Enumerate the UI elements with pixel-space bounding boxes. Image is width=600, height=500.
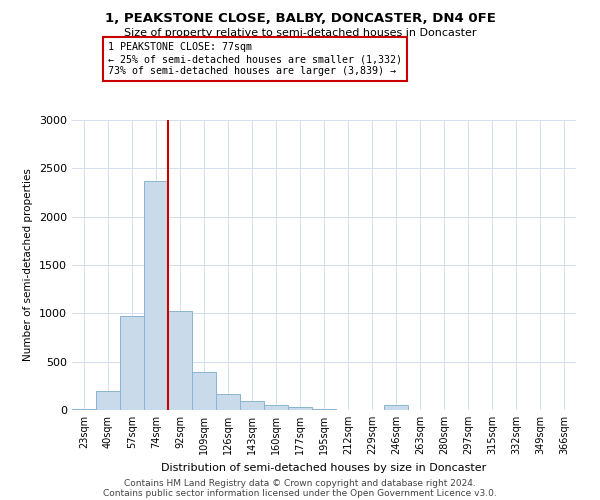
Text: Size of property relative to semi-detached houses in Doncaster: Size of property relative to semi-detach… [124,28,476,38]
Y-axis label: Number of semi-detached properties: Number of semi-detached properties [23,168,34,362]
X-axis label: Distribution of semi-detached houses by size in Doncaster: Distribution of semi-detached houses by … [161,462,487,472]
Bar [264,404,288,410]
Bar [288,407,312,410]
Text: Contains public sector information licensed under the Open Government Licence v3: Contains public sector information licen… [103,488,497,498]
Bar [192,372,216,410]
Bar [144,181,168,410]
Bar [240,402,264,410]
Text: 1, PEAKSTONE CLOSE, BALBY, DONCASTER, DN4 0FE: 1, PEAKSTONE CLOSE, BALBY, DONCASTER, DN… [104,12,496,26]
Bar [120,316,144,410]
Text: Contains HM Land Registry data © Crown copyright and database right 2024.: Contains HM Land Registry data © Crown c… [124,478,476,488]
Bar [96,390,120,410]
Bar [216,394,240,410]
Bar [312,409,336,410]
Bar [384,405,408,410]
Bar [72,409,96,410]
Text: 1 PEAKSTONE CLOSE: 77sqm
← 25% of semi-detached houses are smaller (1,332)
73% o: 1 PEAKSTONE CLOSE: 77sqm ← 25% of semi-d… [108,42,402,76]
Bar [168,312,192,410]
